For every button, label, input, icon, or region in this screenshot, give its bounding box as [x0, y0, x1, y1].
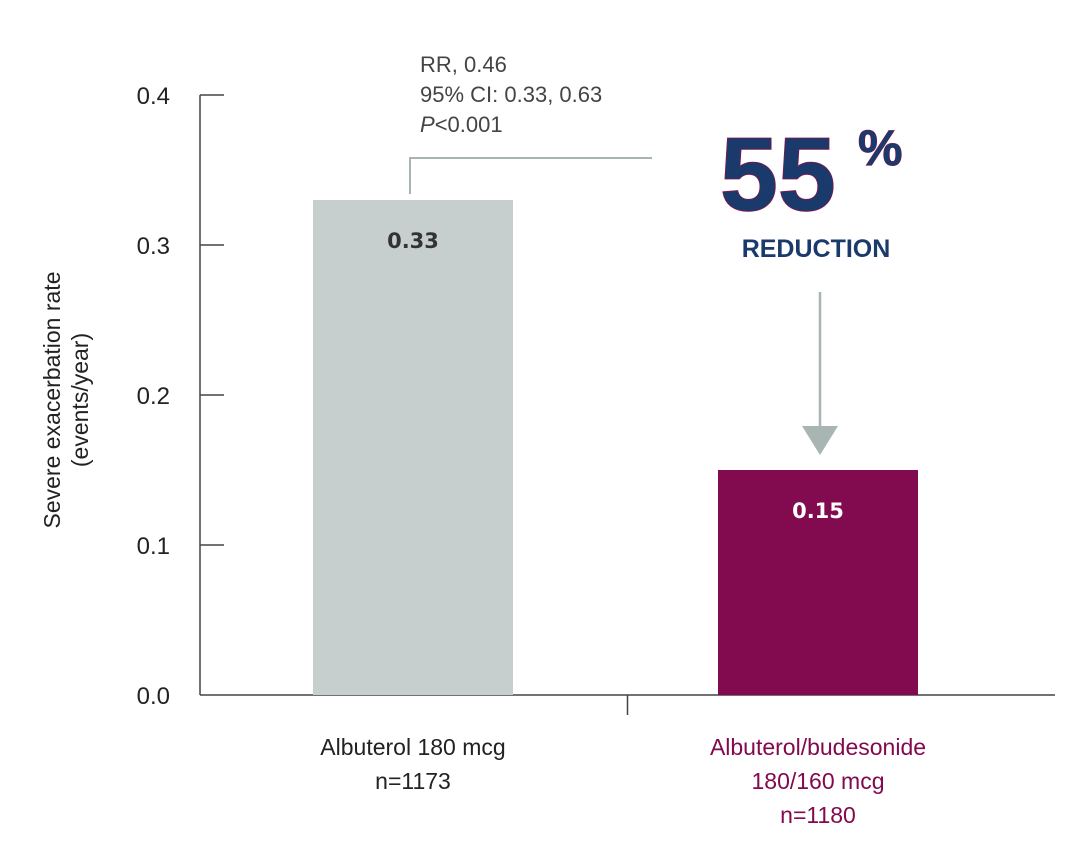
stat-p-value: P<0.001	[420, 112, 503, 137]
category-labels: Albuterol 180 mcg n=1173 Albuterol/budeson…	[320, 734, 926, 828]
reduction-label: REDUCTION	[742, 235, 891, 263]
y-tick-label: 0.0	[137, 683, 170, 710]
bar	[313, 200, 513, 695]
reduction-percent: 55	[720, 117, 836, 233]
x-category-label: Albuterol/budesonide	[710, 734, 926, 760]
x-axis	[200, 694, 1055, 715]
p-rest: <0.001	[435, 112, 503, 137]
p-italic: P	[420, 112, 435, 137]
y-axis: 0.0 0.1 0.2 0.3 0.4	[137, 83, 224, 710]
bar	[718, 470, 918, 695]
y-tick-label: 0.4	[137, 83, 170, 110]
x-category-label: Albuterol 180 mcg	[320, 734, 505, 760]
bar-value-label: 0.15	[792, 499, 844, 523]
y-tick-label: 0.2	[137, 383, 170, 410]
bar-value-label: 0.33	[387, 229, 439, 253]
comparison-bracket	[409, 157, 652, 194]
stat-ci: 95% CI: 0.33, 0.63	[420, 82, 602, 107]
stat-rr: RR, 0.46	[420, 52, 507, 77]
x-category-label: 180/160 mcg	[752, 768, 885, 794]
reduction-percent-symbol: %	[858, 120, 902, 176]
reduction-arrow-head	[802, 426, 838, 455]
bars: 0.33 0.15	[313, 200, 918, 695]
y-axis-title-line-1: Severe exacerbation rate	[39, 272, 65, 529]
y-axis-title-line-2: (events/year)	[67, 333, 93, 467]
x-category-label: n=1180	[780, 802, 856, 828]
y-tick-label: 0.3	[137, 233, 170, 260]
x-category-label: n=1173	[375, 768, 451, 794]
y-tick-label: 0.1	[137, 533, 170, 560]
